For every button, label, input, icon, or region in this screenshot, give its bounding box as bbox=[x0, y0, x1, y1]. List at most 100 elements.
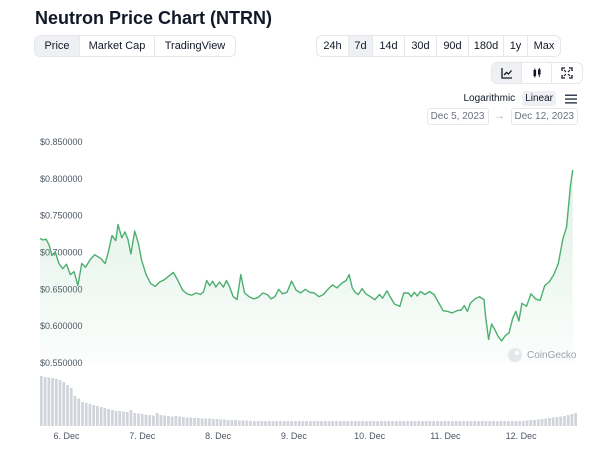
volume-bar bbox=[54, 379, 58, 426]
volume-bar bbox=[529, 420, 533, 426]
range-tabs: 24h 7d 14d 30d 90d 180d 1y Max bbox=[316, 35, 561, 57]
menu-icon[interactable] bbox=[564, 92, 578, 106]
volume-bar bbox=[477, 421, 480, 426]
fullscreen-button[interactable] bbox=[552, 63, 582, 83]
scale-logarithmic[interactable]: Logarithmic bbox=[463, 93, 516, 104]
volume-bar bbox=[178, 416, 181, 426]
volume-bar bbox=[518, 421, 521, 426]
volume-bar bbox=[383, 421, 387, 426]
volume-bar bbox=[181, 417, 185, 426]
line-chart-button[interactable] bbox=[492, 63, 522, 83]
volume-bar bbox=[447, 421, 450, 426]
scale-linear[interactable]: Linear bbox=[522, 91, 556, 106]
tab-price[interactable]: Price bbox=[35, 36, 80, 56]
page-title: Neutron Price Chart (NTRN) bbox=[35, 8, 273, 28]
range-90d-button[interactable]: 90d bbox=[437, 36, 469, 56]
volume-bar bbox=[536, 419, 540, 426]
volume-bar bbox=[417, 421, 421, 426]
volume-bar bbox=[88, 404, 92, 426]
volume-bar bbox=[439, 421, 443, 426]
volume-bar bbox=[294, 421, 297, 426]
volume-bar bbox=[406, 421, 409, 426]
tab-tradingview[interactable]: TradingView bbox=[164, 40, 226, 52]
volume-bar bbox=[267, 421, 271, 426]
chart-type-tabs bbox=[491, 62, 583, 84]
x-tick-label: 12. Dec bbox=[506, 431, 538, 441]
volume-bar bbox=[174, 416, 178, 426]
x-tick-label: 10. Dec bbox=[354, 431, 386, 441]
volume-bar bbox=[144, 414, 148, 426]
volume-bar bbox=[69, 388, 73, 426]
scale-toggle: Logarithmic Linear bbox=[460, 91, 578, 106]
volume-bar bbox=[544, 418, 548, 426]
volume-bar bbox=[521, 421, 525, 426]
range-max-button[interactable]: Max bbox=[533, 40, 555, 52]
view-tabs: Price Market Cap TradingView bbox=[34, 35, 236, 57]
volume-bar bbox=[402, 421, 406, 426]
y-tick-label: $0.700000 bbox=[40, 248, 83, 258]
volume-bar bbox=[443, 421, 447, 426]
volume-bar bbox=[208, 418, 211, 426]
range-30d-button[interactable]: 30d bbox=[405, 36, 437, 56]
volume-bar bbox=[159, 415, 163, 426]
volume-bar bbox=[211, 419, 215, 426]
volume-bar bbox=[290, 421, 294, 426]
volume-bar bbox=[305, 421, 308, 426]
volume-bar bbox=[555, 417, 559, 426]
candlestick-icon bbox=[533, 68, 541, 78]
volume-bar bbox=[51, 378, 54, 426]
volume-bar bbox=[376, 421, 379, 426]
volume-bar bbox=[503, 421, 507, 426]
x-tick-label: 6. Dec bbox=[54, 431, 81, 441]
volume-bar bbox=[316, 421, 320, 426]
volume-bar bbox=[566, 415, 570, 426]
range-7d-button[interactable]: 7d bbox=[349, 36, 373, 56]
range-14d-button[interactable]: 14d bbox=[373, 36, 405, 56]
volume-bar bbox=[327, 421, 331, 426]
volume-bar bbox=[230, 420, 234, 426]
volume-bar bbox=[107, 409, 110, 426]
volume-bar bbox=[368, 421, 372, 426]
volume-bar bbox=[279, 421, 282, 426]
volume-bar bbox=[110, 410, 114, 426]
volume-bar bbox=[286, 421, 290, 426]
volume-bar bbox=[454, 421, 458, 426]
range-24h-button[interactable]: 24h bbox=[317, 36, 349, 56]
volume-bar bbox=[551, 417, 555, 426]
volume-bar bbox=[84, 403, 88, 426]
volume-bar bbox=[346, 421, 350, 426]
volume-bar bbox=[256, 421, 260, 426]
volume-bar bbox=[275, 421, 279, 426]
volume-bar bbox=[282, 421, 286, 426]
volume-bar bbox=[372, 421, 376, 426]
volume-bar bbox=[510, 421, 514, 426]
x-axis-labels: 6. Dec 7. Dec 8. Dec 9. Dec 10. Dec 11. Dec 12… bbox=[54, 431, 538, 441]
volume-bar bbox=[196, 418, 200, 426]
volume-bar bbox=[469, 421, 473, 426]
candlestick-button[interactable] bbox=[522, 63, 552, 83]
volume-bar bbox=[335, 421, 338, 426]
price-chart[interactable]: $0.850000$0.800000$0.750000$0.700000$0.6… bbox=[0, 130, 600, 455]
volume-bar bbox=[148, 415, 152, 426]
volume-bar bbox=[297, 421, 301, 426]
volume-bar bbox=[170, 416, 174, 426]
tab-market-cap[interactable]: Market Cap bbox=[80, 36, 155, 56]
volume-bar bbox=[96, 406, 99, 426]
volume-bar bbox=[271, 421, 275, 426]
date-from-input[interactable]: Dec 5, 2023 bbox=[426, 108, 489, 125]
date-to-input[interactable]: Dec 12, 2023 bbox=[510, 108, 578, 125]
range-180d-button[interactable]: 180d bbox=[469, 36, 504, 56]
x-tick-label: 8. Dec bbox=[205, 431, 232, 441]
volume-bar bbox=[357, 421, 361, 426]
volume-bar bbox=[462, 421, 465, 426]
line-chart-icon bbox=[500, 68, 512, 79]
volume-bar bbox=[574, 413, 577, 426]
volume-bar bbox=[331, 421, 335, 426]
volume-bar bbox=[245, 420, 249, 426]
volume-bar bbox=[559, 416, 563, 426]
volume-bar bbox=[99, 407, 103, 426]
range-1y-button[interactable]: 1y bbox=[504, 36, 528, 56]
volume-bar bbox=[499, 421, 503, 426]
volume-bar bbox=[428, 421, 432, 426]
volume-bar bbox=[424, 421, 428, 426]
